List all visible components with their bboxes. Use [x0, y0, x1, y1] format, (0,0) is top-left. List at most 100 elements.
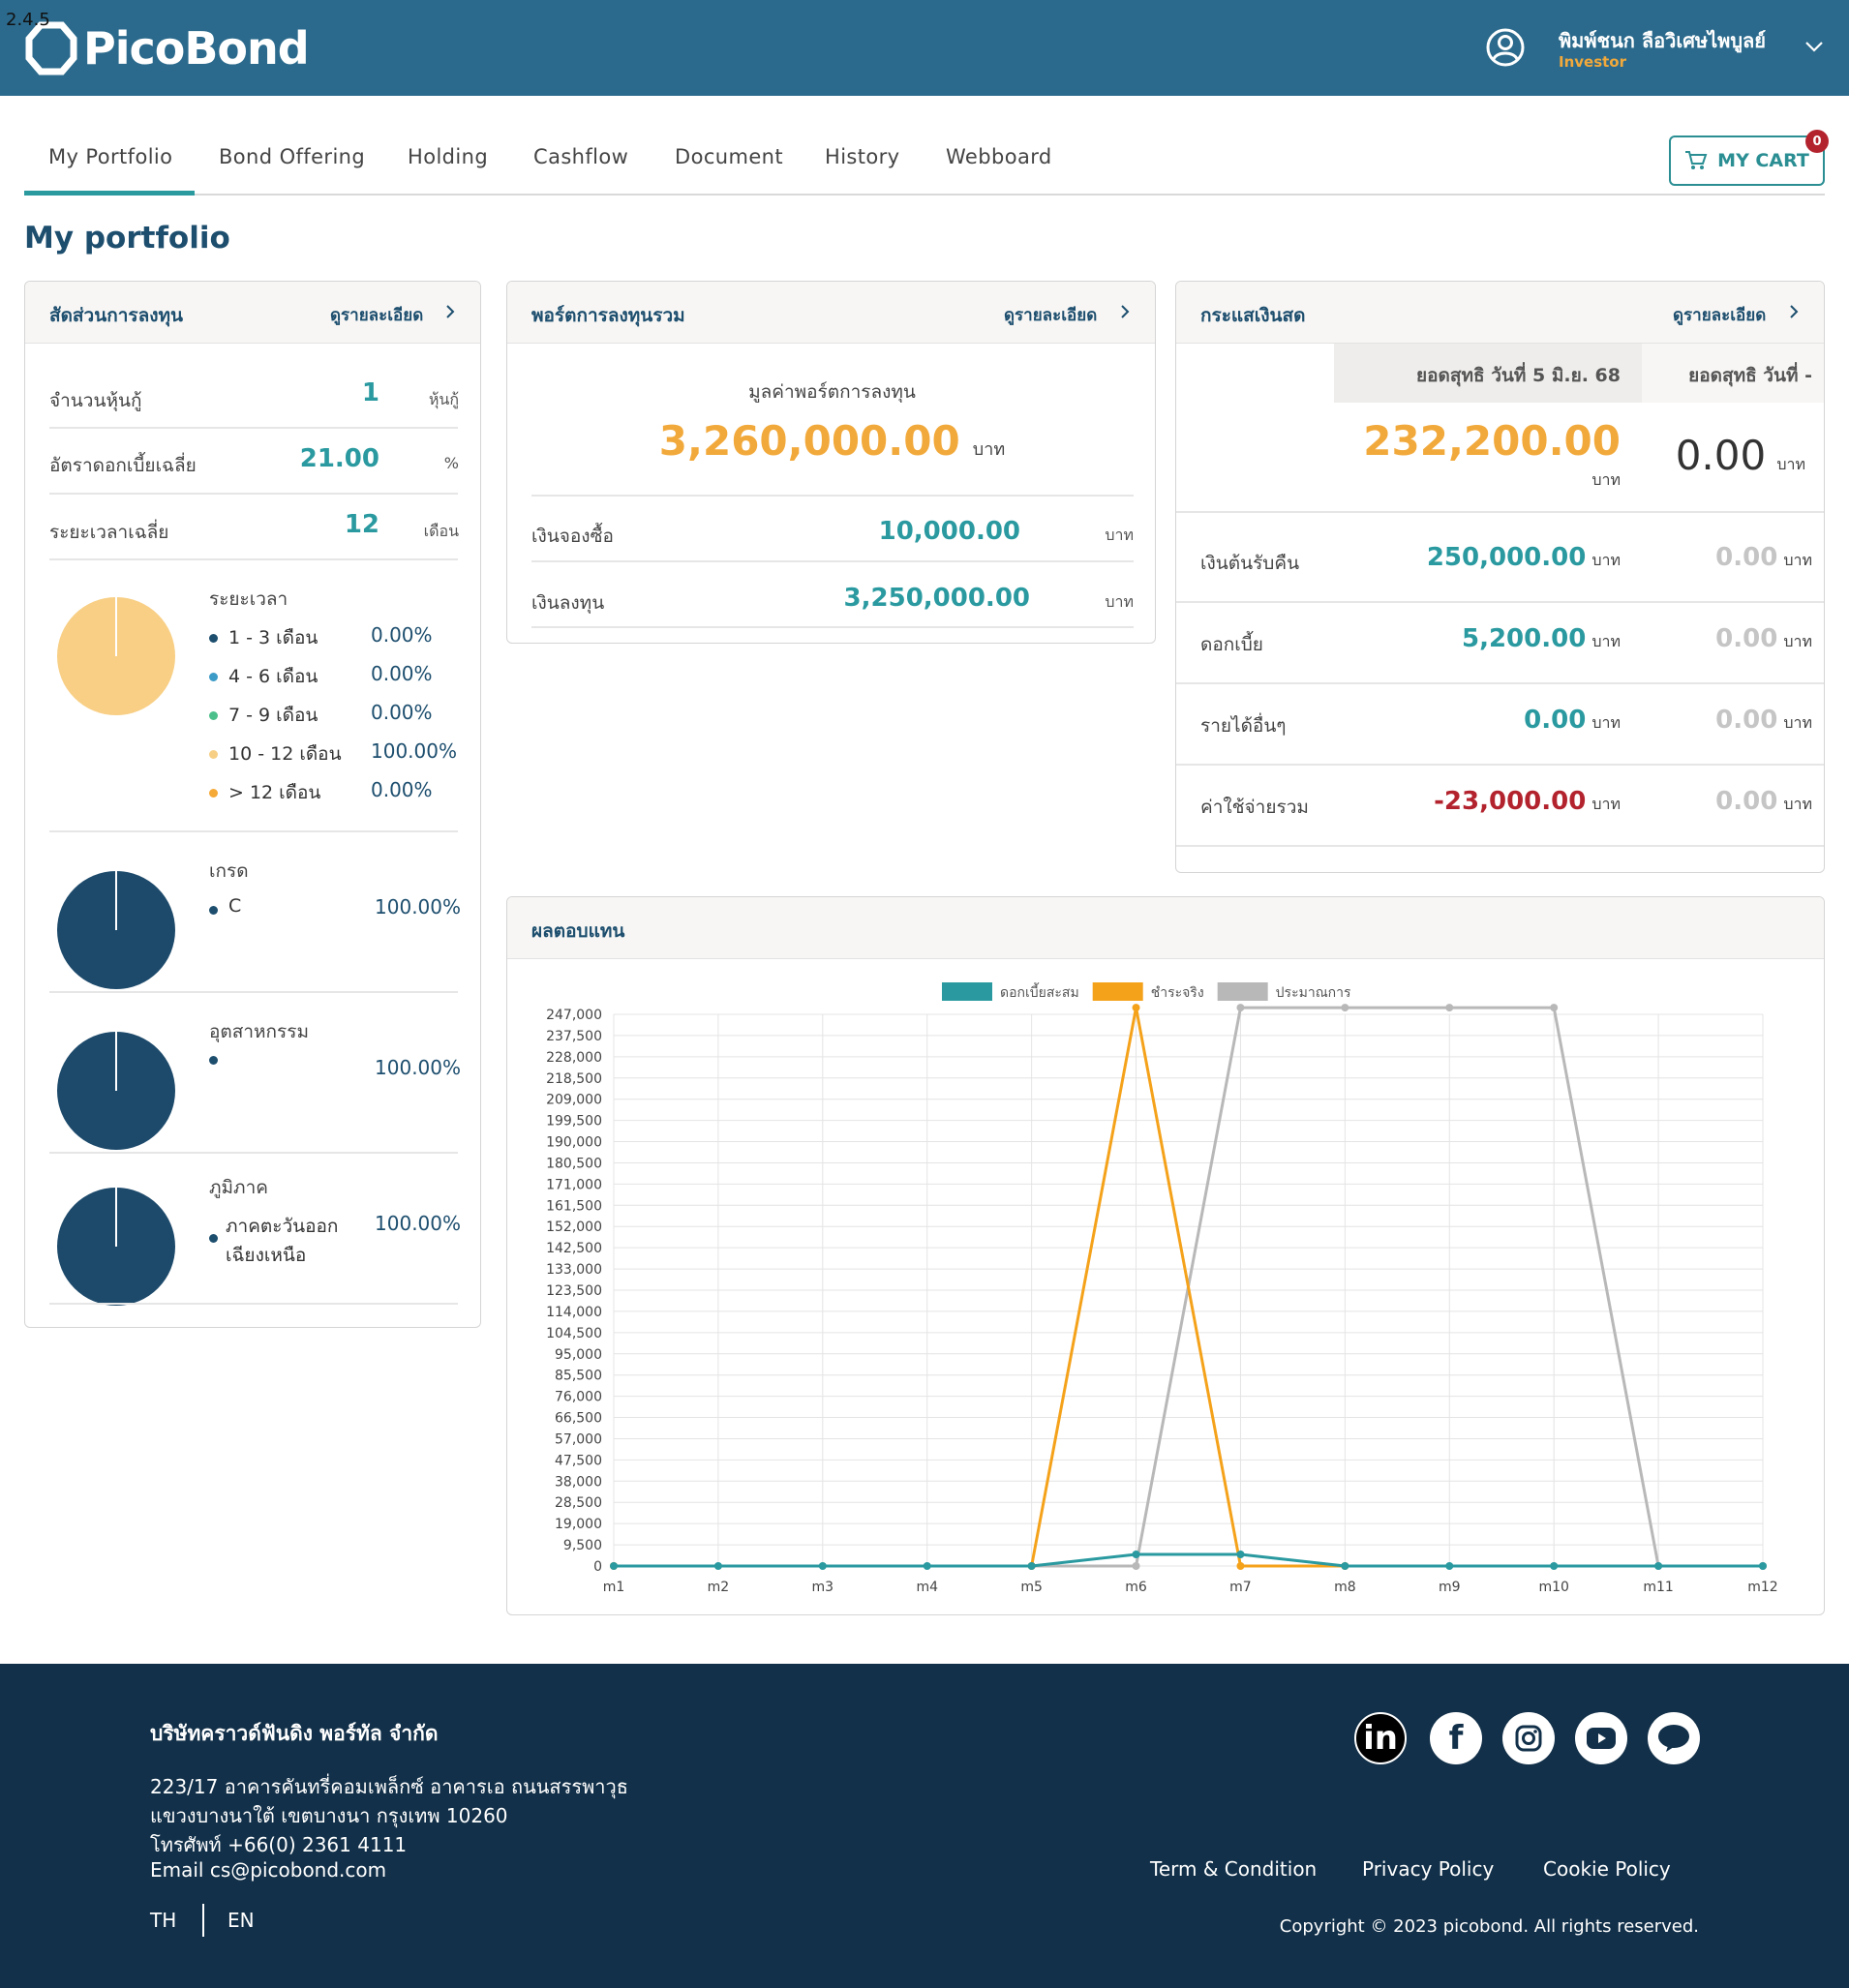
duration-legend-pct: 0.00%	[371, 623, 433, 647]
lang-th-button[interactable]: TH	[150, 1909, 177, 1932]
allocation-detail-link[interactable]: ดูรายละเอียด	[330, 306, 424, 325]
user-avatar-icon[interactable]	[1485, 27, 1526, 68]
y-tick-label: 85,500	[555, 1369, 602, 1384]
tab-bond-offering[interactable]: Bond Offering	[219, 145, 366, 168]
divider	[49, 1303, 458, 1305]
my-cart-button[interactable]: MY CART	[1669, 136, 1825, 186]
data-point	[1341, 1004, 1349, 1012]
youtube-icon[interactable]	[1575, 1712, 1627, 1764]
stat-unit: หุ้นกู้	[428, 390, 459, 408]
cashflow-v1-value: 0.00	[1524, 706, 1587, 735]
cashflow-card-header: กระแสเงินสด ดูรายละเอียด	[1176, 282, 1824, 344]
y-tick-label: 237,500	[546, 1029, 602, 1044]
grade-section-title: เกรด	[209, 860, 249, 882]
cashflow-row-v1: -23,000.00 บาท	[1370, 787, 1621, 817]
grade-legend-label: C	[228, 895, 242, 917]
series-line	[614, 1552, 1763, 1568]
data-point	[1236, 1004, 1245, 1012]
y-tick-label: 19,000	[555, 1517, 602, 1532]
y-tick-label: 152,000	[546, 1220, 602, 1235]
divider	[1176, 682, 1824, 684]
brand-logo[interactable]: PicoBond	[23, 21, 310, 75]
lang-divider	[202, 1904, 204, 1937]
tab-history[interactable]: History	[825, 145, 900, 168]
legend-dot	[209, 1234, 218, 1243]
y-tick-label: 38,000	[555, 1474, 602, 1490]
footer-link-privacy[interactable]: Privacy Policy	[1362, 1857, 1495, 1881]
footer-link-cookie[interactable]: Cookie Policy	[1543, 1857, 1671, 1881]
footer-phone: โทรศัพท์ +66(0) 2361 4111	[150, 1833, 408, 1856]
divider	[1176, 511, 1824, 513]
cashflow-detail-link[interactable]: ดูรายละเอียด	[1673, 306, 1767, 325]
portfolio-value-label: มูลค่าพอร์ตการลงทุน	[748, 381, 916, 403]
y-tick-label: 9,500	[563, 1538, 602, 1553]
portfolio-detail-link[interactable]: ดูรายละเอียด	[1004, 306, 1098, 325]
duration-legend-label: 4 - 6 เดือน	[228, 666, 318, 687]
allocation-title: สัดส่วนการลงทุน	[49, 305, 184, 326]
industry-legend-pct: 100.00%	[375, 1056, 461, 1079]
y-tick-label: 123,500	[546, 1283, 602, 1299]
series-line	[1031, 1006, 1763, 1568]
returns-card-header: ผลตอบแทน	[507, 897, 1824, 959]
tab-holding[interactable]: Holding	[408, 145, 489, 168]
cart-label: MY CART	[1717, 150, 1809, 171]
duration-legend-label: 10 - 12 เดือน	[228, 743, 342, 765]
data-point	[713, 1562, 722, 1570]
user-name[interactable]: พิมพ์ชนก ลือวิเศษไพบูลย์	[1559, 29, 1766, 52]
footer-link-terms[interactable]: Term & Condition	[1150, 1857, 1318, 1881]
y-tick-label: 142,500	[546, 1241, 602, 1256]
chevron-down-icon[interactable]	[1803, 35, 1826, 58]
cashflow-row-label: ค่าใช้จ่ายรวม	[1200, 797, 1309, 818]
portfolio-row-value: 10,000.00	[878, 517, 1020, 546]
cashflow-row-label: เงินต้นรับคืน	[1200, 553, 1300, 574]
instagram-icon[interactable]	[1502, 1712, 1555, 1764]
tab-my-portfolio[interactable]: My Portfolio	[24, 131, 195, 196]
tab-cashflow[interactable]: Cashflow	[533, 145, 629, 168]
chevron-right-icon[interactable]	[1785, 303, 1803, 320]
y-tick-label: 28,500	[555, 1495, 602, 1511]
footer-company-name: บริษัทคราวด์ฟันดิง พอร์ทัล จำกัด	[150, 1722, 439, 1745]
legend-swatch	[942, 982, 992, 1001]
stat-label: อัตราดอกเบี้ยเฉลี่ย	[49, 455, 197, 476]
legend-dot	[209, 673, 218, 681]
footer-email[interactable]: Email cs@picobond.com	[150, 1858, 387, 1882]
footer: บริษัทคราวด์ฟันดิง พอร์ทัล จำกัด 223/17 …	[0, 1664, 1849, 1988]
facebook-icon[interactable]: f	[1430, 1712, 1482, 1764]
legend-label: ประมาณการ	[1276, 985, 1351, 1001]
grade-pie-chart	[57, 871, 175, 989]
portfolio-value: 3,260,000.00	[658, 417, 960, 465]
industry-section-title: อุตสาหกรรม	[209, 1021, 309, 1042]
linkedin-icon[interactable]: in	[1354, 1712, 1407, 1764]
grade-legend-pct: 100.00%	[375, 895, 461, 919]
data-point	[1132, 1562, 1140, 1570]
brand-name: PicoBond	[83, 22, 310, 75]
legend-label: ดอกเบี้ยสะสม	[1000, 982, 1079, 1001]
x-tick-label: m9	[1439, 1580, 1461, 1595]
returns-title: ผลตอบแทน	[531, 920, 625, 942]
y-tick-label: 76,000	[555, 1390, 602, 1405]
portfolio-card: พอร์ตการลงทุนรวม ดูรายละเอียด มูลค่าพอร์…	[506, 281, 1156, 644]
data-point	[1132, 1004, 1140, 1012]
line-icon[interactable]	[1648, 1712, 1700, 1764]
data-point	[1654, 1562, 1663, 1570]
app-version: 2.4.5	[6, 10, 50, 30]
data-point	[1550, 1562, 1559, 1570]
lang-en-button[interactable]: EN	[227, 1909, 255, 1932]
portfolio-title: พอร์ตการลงทุนรวม	[531, 305, 685, 326]
returns-card: ผลตอบแทน 247,000 237,500 228,000 218,500 209…	[506, 896, 1825, 1615]
cashflow-col2-header: ยอดสุทธิ วันที่ -	[1688, 365, 1812, 386]
y-tick-label: 218,500	[546, 1071, 602, 1087]
y-tick-label: 199,500	[546, 1114, 602, 1130]
duration-legend-pct: 0.00%	[371, 701, 433, 724]
allocation-card: สัดส่วนการลงทุน ดูรายละเอียด จำนวนหุ้นกู…	[24, 281, 481, 1328]
chevron-right-icon[interactable]	[441, 303, 459, 320]
x-tick-label: m7	[1229, 1580, 1252, 1595]
tab-document[interactable]: Document	[675, 145, 783, 168]
data-point	[1027, 1562, 1036, 1570]
y-tick-label: 171,000	[546, 1177, 602, 1192]
divider	[49, 1152, 458, 1154]
tab-webboard[interactable]: Webboard	[946, 145, 1052, 168]
duration-legend-pct: 0.00%	[371, 662, 433, 685]
chevron-right-icon[interactable]	[1116, 303, 1134, 320]
series-line	[1030, 1007, 1346, 1568]
